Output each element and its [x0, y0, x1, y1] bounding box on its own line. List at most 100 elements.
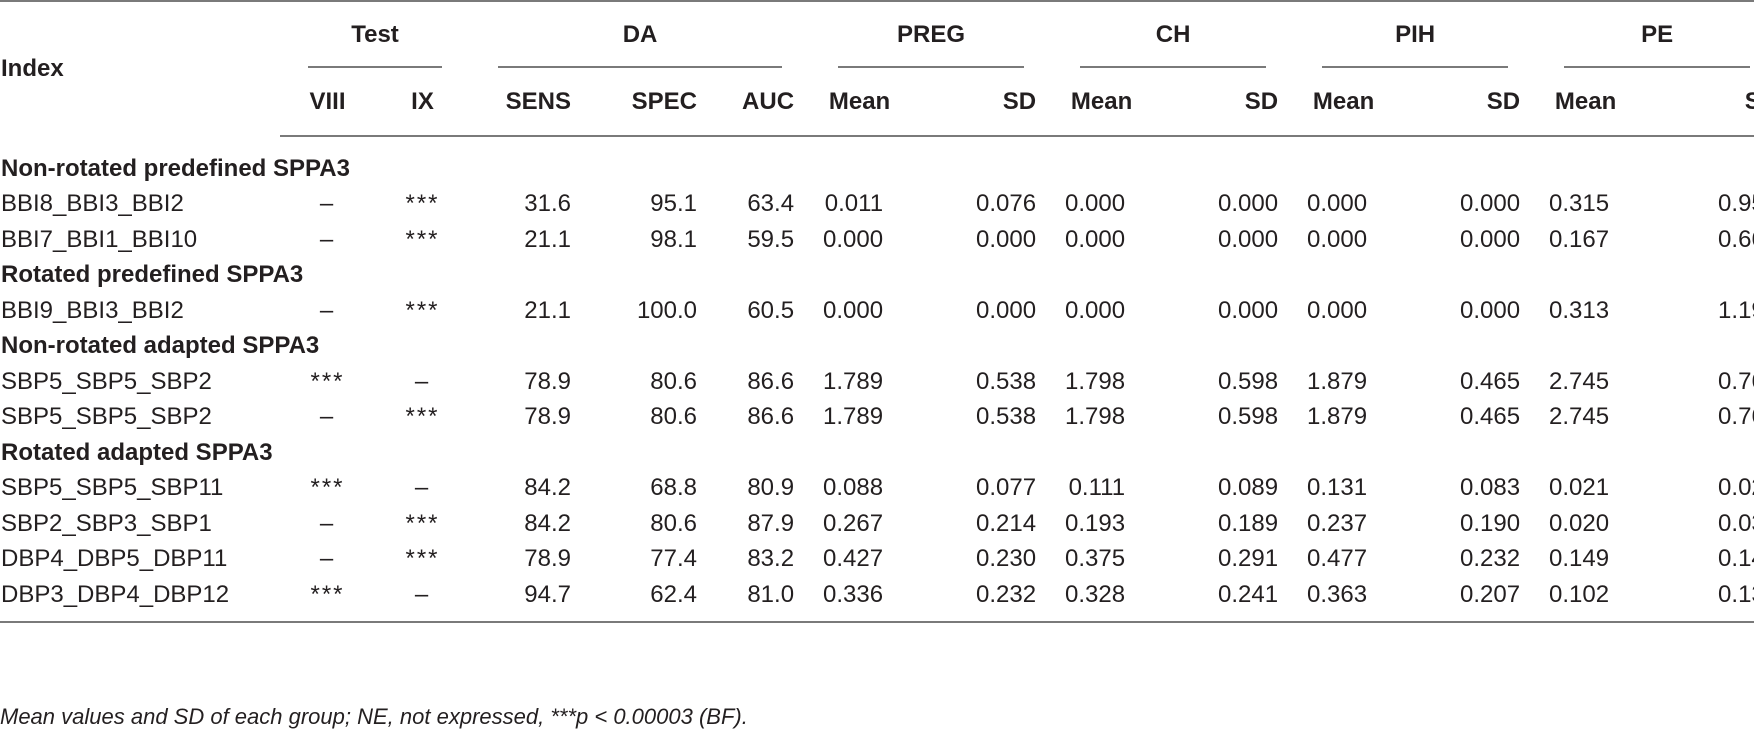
auc-cell: 59.5 [747, 225, 795, 253]
preg-mean-cell: 0.011 [824, 190, 884, 218]
header-pih: PIH [1294, 0, 1537, 68]
sens-cell: 21.1 [524, 296, 572, 324]
auc-cell: 80.9 [747, 474, 795, 502]
test-ix-cell: *** [405, 545, 440, 573]
ch-sd-cell: 0.241 [1173, 577, 1295, 623]
header-auc: AUC [713, 68, 811, 137]
test-ix-cell: *** [405, 190, 440, 218]
pe-mean-cell: 2.745 [1549, 367, 1610, 395]
ch-sd-cell: 0.000 [1218, 190, 1279, 218]
header-pih-sd: SD [1415, 68, 1537, 137]
header-da: DA [470, 0, 811, 68]
header-preg: PREG [810, 0, 1053, 68]
ch-mean-cell: 0.193 [1065, 509, 1126, 537]
section-row: Rotated predefined SPPA3 [0, 258, 1754, 294]
index-cell: DBP4_DBP5_DBP11 [1, 545, 228, 573]
ch-sd-cell: 0.000 [1218, 296, 1279, 324]
pe-mean-cell: 0.020 [1549, 509, 1610, 537]
header-pe: PE [1536, 0, 1754, 68]
section-title: Non-rotated predefined SPPA3 [1, 154, 350, 182]
section-row: Non-rotated predefined SPPA3 [0, 136, 1754, 187]
ch-mean-cell: 0.375 [1065, 545, 1126, 573]
test-viii-cell: – [319, 509, 336, 537]
ch-mean-cell: 0.111 [1068, 474, 1126, 502]
header-pih-mean: Mean [1294, 68, 1416, 137]
preg-sd-cell: 0.538 [976, 367, 1037, 395]
index-cell: BBI7_BBI1_BBI10 [1, 225, 198, 253]
pih-mean-cell: 1.879 [1307, 367, 1368, 395]
pih-sd-cell: 0.465 [1460, 367, 1521, 395]
table-row: SBP5_SBP5_SBP11 *** – 84.2 68.8 80.9 0.088 0.07… [0, 471, 1754, 507]
spec-cell: 77.4 [650, 545, 698, 573]
section-row: Rotated adapted SPPA3 [0, 435, 1754, 471]
sens-cell: 84.2 [524, 474, 572, 502]
pe-mean-cell: 0.021 [1549, 474, 1610, 502]
preg-sd-cell: 0.000 [976, 296, 1037, 324]
header-ch-sd: SD [1173, 68, 1295, 137]
ch-sd-cell: 0.291 [1218, 545, 1279, 573]
auc-cell: 81.0 [713, 577, 811, 623]
pe-sd-cell: 0.762 [1718, 367, 1754, 395]
pih-sd-cell: 0.232 [1460, 545, 1521, 573]
index-cell: SBP2_SBP3_SBP1 [1, 509, 212, 537]
test-viii-cell: – [319, 225, 336, 253]
sens-cell: 94.7 [470, 577, 588, 623]
pe-sd-cell: 1.196 [1718, 296, 1754, 324]
test-viii-cell: – [319, 296, 336, 324]
ch-mean-cell: 1.798 [1065, 367, 1126, 395]
header-pe-mean: Mean [1536, 68, 1658, 137]
spec-cell: 98.1 [650, 225, 698, 253]
index-cell: BBI9_BBI3_BBI2 [1, 296, 184, 324]
test-ix-cell: – [375, 577, 471, 623]
sens-cell: 78.9 [524, 367, 572, 395]
test-ix-cell: *** [405, 509, 440, 537]
test-viii-cell: – [319, 403, 336, 431]
table-row: BBI8_BBI3_BBI2 – *** 31.6 95.1 63.4 0.011 0.076… [0, 187, 1754, 223]
preg-sd-cell: 0.214 [976, 509, 1037, 537]
table-header: Index Test DA PREG CH PIH PE VIII IX SEN… [0, 0, 1754, 137]
ch-sd-cell: 0.598 [1218, 403, 1279, 431]
pe-sd-cell: 0.029 [1718, 474, 1754, 502]
spec-cell: 95.1 [650, 190, 698, 218]
spec-cell: 80.6 [650, 403, 698, 431]
pih-sd-cell: 0.000 [1460, 296, 1521, 324]
preg-sd-cell: 0.076 [976, 190, 1037, 218]
header-index: Index [0, 0, 280, 136]
header-preg-sd: SD [931, 68, 1053, 137]
header-ch: CH [1052, 0, 1295, 68]
index-cell: SBP5_SBP5_SBP2 [1, 367, 212, 395]
table-row: DBP4_DBP5_DBP11 – *** 78.9 77.4 83.2 0.427 0.23… [0, 542, 1754, 578]
preg-mean-cell: 0.336 [810, 577, 932, 623]
preg-sd-cell: 0.230 [976, 545, 1037, 573]
pih-mean-cell: 0.000 [1307, 225, 1368, 253]
spec-cell: 100.0 [636, 296, 698, 324]
pe-sd-cell: 0.148 [1718, 545, 1754, 573]
auc-cell: 86.6 [747, 367, 795, 395]
pe-mean-cell: 0.315 [1549, 190, 1610, 218]
sens-cell: 31.6 [524, 190, 572, 218]
header-spec: SPEC [587, 68, 714, 137]
preg-sd-cell: 0.000 [976, 225, 1037, 253]
pe-mean-cell: 2.745 [1549, 403, 1610, 431]
spec-cell: 80.6 [650, 367, 698, 395]
header-ix: IX [375, 68, 471, 137]
pih-mean-cell: 0.000 [1307, 190, 1368, 218]
pe-mean-cell: 0.313 [1549, 296, 1610, 324]
test-viii-cell: – [319, 190, 336, 218]
pe-sd-cell: 0.952 [1718, 190, 1754, 218]
pe-sd-cell: 0.136 [1657, 577, 1754, 623]
test-viii-cell: *** [310, 474, 345, 502]
table-row: SBP5_SBP5_SBP2 *** – 78.9 80.6 86.6 1.789 0.538… [0, 364, 1754, 400]
header-sens: SENS [470, 68, 588, 137]
auc-cell: 83.2 [747, 545, 795, 573]
pih-sd-cell: 0.465 [1460, 403, 1521, 431]
test-ix-cell: – [414, 474, 431, 502]
header-test: Test [280, 0, 471, 68]
ch-sd-cell: 0.598 [1218, 367, 1279, 395]
index-cell: DBP3_DBP4_DBP12 [0, 577, 280, 623]
pih-mean-cell: 0.000 [1307, 296, 1368, 324]
ch-mean-cell: 0.000 [1065, 190, 1126, 218]
table-body: Non-rotated predefined SPPA3 BBI8_BBI3_BB… [0, 136, 1754, 623]
pih-mean-cell: 0.237 [1307, 509, 1368, 537]
pe-mean-cell: 0.102 [1536, 577, 1658, 623]
